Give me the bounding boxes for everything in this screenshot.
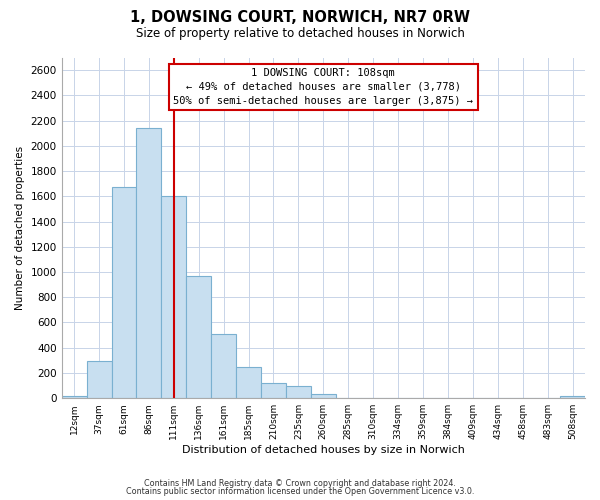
Bar <box>62 396 86 398</box>
Bar <box>236 366 261 398</box>
Bar <box>186 276 211 398</box>
Text: Contains public sector information licensed under the Open Government Licence v3: Contains public sector information licen… <box>126 487 474 496</box>
Bar <box>211 334 236 398</box>
Text: Size of property relative to detached houses in Norwich: Size of property relative to detached ho… <box>136 28 464 40</box>
Bar <box>86 361 112 398</box>
Bar <box>161 196 186 398</box>
Bar <box>311 394 336 398</box>
Text: 1, DOWSING COURT, NORWICH, NR7 0RW: 1, DOWSING COURT, NORWICH, NR7 0RW <box>130 10 470 25</box>
Y-axis label: Number of detached properties: Number of detached properties <box>15 146 25 310</box>
Text: Contains HM Land Registry data © Crown copyright and database right 2024.: Contains HM Land Registry data © Crown c… <box>144 478 456 488</box>
Bar <box>112 188 136 398</box>
Bar <box>560 396 585 398</box>
Text: 1 DOWSING COURT: 108sqm
← 49% of detached houses are smaller (3,778)
50% of semi: 1 DOWSING COURT: 108sqm ← 49% of detache… <box>173 68 473 106</box>
X-axis label: Distribution of detached houses by size in Norwich: Distribution of detached houses by size … <box>182 445 465 455</box>
Bar <box>136 128 161 398</box>
Bar <box>261 383 286 398</box>
Bar <box>286 386 311 398</box>
